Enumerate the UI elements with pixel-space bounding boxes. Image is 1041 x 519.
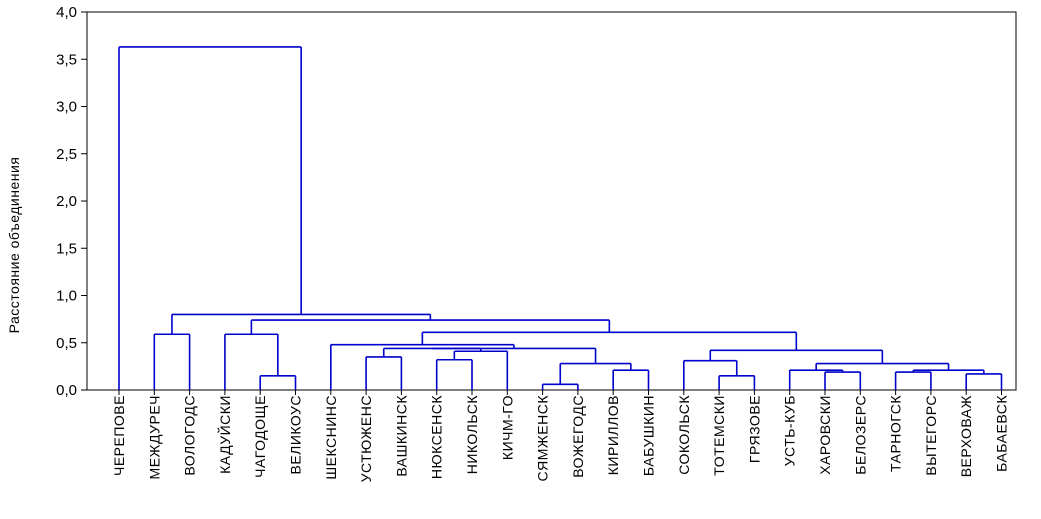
y-tick-label: 3,0 (56, 99, 77, 116)
y-axis-title: Расстояние объединения (6, 157, 22, 334)
plot-frame (86, 11, 1017, 391)
leaf-label: ВЕЛИКОУС (288, 395, 304, 475)
leaf-label: КАДУЙСКИ (216, 395, 233, 474)
leaf-label: МЕЖДУРЕЧ (146, 395, 162, 479)
leaf-label: ВОЖЕГОДС (570, 395, 586, 478)
y-tick-label: 3,5 (56, 51, 77, 68)
y-tick-label: 1,0 (56, 288, 77, 305)
leaf-label: ВОЛОГОДС (182, 395, 198, 476)
leaf-label: ГРЯЗОВЕ (746, 395, 762, 463)
leaf-label: НИКОЛЬСК (464, 395, 480, 475)
leaf-label: КИЧМ-ГО (499, 395, 515, 460)
leaf-label: ВЫТЕГОРС (923, 395, 939, 476)
y-tick-label: 0,5 (56, 335, 77, 352)
leaf-label: ЧЕРЕПОВЕ (111, 395, 127, 476)
y-tick-label: 0,0 (56, 382, 77, 399)
y-tick-label: 4,0 (56, 4, 77, 21)
dendrogram-links (118, 46, 1003, 390)
leaf-label: КИРИЛЛОВ (605, 395, 621, 475)
leaf-label: БАБУШКИН (641, 395, 657, 476)
leaf-label: ЧАГОДОЩЕ (252, 395, 268, 478)
y-tick-label: 2,0 (56, 193, 77, 210)
leaf-label: БЕЛОЗЕРС (852, 395, 868, 475)
leaf-label: УСТЬ-КУБ (782, 395, 798, 466)
leaf-label: ТАРНОГСК (888, 395, 904, 472)
leaf-label: СЯМЖЕНСК (535, 395, 551, 482)
y-tick-label: 2,5 (56, 146, 77, 163)
leaf-label: СОКОЛЬСК (676, 395, 692, 475)
y-tick-label: 1,5 (56, 240, 77, 257)
leaf-labels: ЧЕРЕПОВЕ МЕЖДУРЕЧ ВОЛОГОДС КАДУЙСКИ ЧАГОДОЩЕ… (111, 390, 1010, 482)
leaf-label: ТОТЕМСКИ (711, 395, 727, 476)
leaf-label: УСТЮЖЕНС (358, 395, 374, 482)
leaf-label: ВЕРХОВАЖ (958, 395, 974, 477)
leaf-label: НЮКСЕНСК (429, 395, 445, 479)
leaf-label: ШЕКСНИНС (323, 395, 339, 480)
leaf-label: БАБАЕВСК (994, 395, 1010, 472)
leaf-label: ХАРОВСКИ (817, 395, 833, 475)
leaf-label: ВАШКИНСК (393, 395, 409, 477)
y-axis: 0,0 0,5 1,0 1,5 2,0 2,5 3,0 3,5 4,0 (56, 4, 87, 399)
